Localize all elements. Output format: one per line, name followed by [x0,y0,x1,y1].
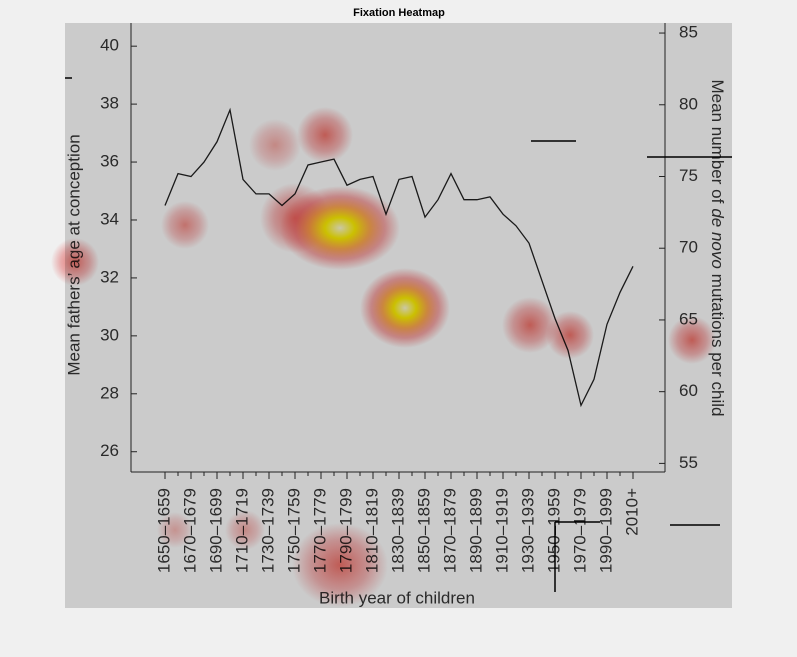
fixation [161,201,209,249]
fixation [292,523,388,607]
x-tick-label: 1970–1979 [570,488,589,573]
y2-tick-label: 60 [679,381,698,400]
x-tick-label: 1830–1839 [388,488,407,573]
x-tick-label: 1850–1859 [414,488,433,573]
x-tick-label: 1950–1959 [544,488,563,573]
y-tick-label: 30 [100,325,119,344]
y-tick-label: 26 [100,441,119,460]
chart-title: Fixation Heatmap [353,7,445,19]
x-tick-label: 1910–1919 [492,488,511,573]
fixation [249,119,301,171]
fixation [280,186,400,270]
fixation [157,512,193,548]
fixation [546,311,594,359]
y2-axis-label: Mean number of de novo mutations per child [708,80,727,417]
x-tick-label: 2010+ [622,488,641,536]
fixation [297,107,353,163]
y2-tick-label: 55 [679,453,698,472]
fixation [360,268,450,348]
x-tick-label: 1730–1739 [258,488,277,573]
x-tick-label: 1990–1999 [596,488,615,573]
y-tick-label: 38 [100,94,119,113]
y-tick-label: 34 [100,209,119,228]
x-tick-label: 1890–1899 [466,488,485,573]
fixation [225,510,265,550]
y2-axis-label-part: mutations per child [708,274,727,417]
y-tick-label: 36 [100,152,119,171]
y2-tick-label: 70 [679,238,698,257]
x-tick-label: 1690–1699 [206,488,225,573]
fixation [502,297,558,353]
y2-tick-label: 75 [679,166,698,185]
y2-tick-label: 80 [679,94,698,113]
y-tick-label: 28 [100,383,119,402]
y2-axis-label-part: Mean number of [708,80,727,204]
x-tick-label: 1930–1939 [518,488,537,573]
y-tick-label: 40 [100,36,119,55]
heatmap [51,107,716,607]
y2-axis-label-part: de novo [708,208,727,269]
x-tick-label: 1870–1879 [440,488,459,573]
artifacts [65,77,732,592]
y-tick-label: 32 [100,267,119,286]
y2-tick-label: 85 [679,23,698,42]
fixation [668,316,716,364]
fixation [51,238,99,286]
